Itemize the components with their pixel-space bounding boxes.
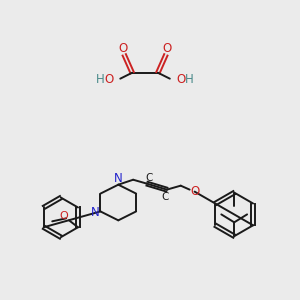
Text: N: N bbox=[91, 206, 100, 219]
Text: O: O bbox=[190, 185, 199, 198]
Text: H: H bbox=[96, 73, 105, 86]
Text: N: N bbox=[114, 172, 123, 185]
Text: C: C bbox=[145, 173, 153, 183]
Text: O: O bbox=[105, 73, 114, 86]
Text: C: C bbox=[161, 192, 169, 202]
Text: H: H bbox=[185, 73, 194, 86]
Text: O: O bbox=[162, 42, 172, 56]
Text: O: O bbox=[60, 212, 68, 221]
Text: O: O bbox=[118, 42, 128, 56]
Text: O: O bbox=[176, 73, 185, 86]
